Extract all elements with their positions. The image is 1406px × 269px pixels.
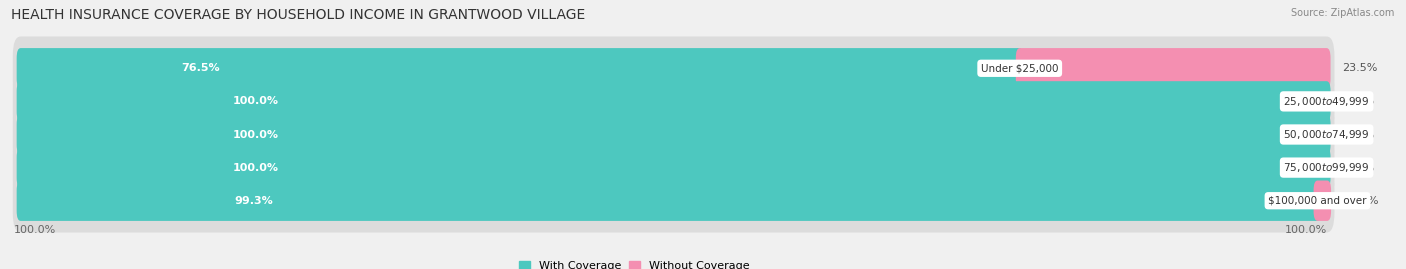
Text: 100.0%: 100.0% [232,162,278,173]
Text: 100.0%: 100.0% [232,96,278,107]
Text: Under $25,000: Under $25,000 [981,63,1059,73]
FancyBboxPatch shape [13,169,1334,232]
Text: 99.3%: 99.3% [235,196,273,206]
FancyBboxPatch shape [13,103,1334,166]
Text: $25,000 to $49,999: $25,000 to $49,999 [1284,95,1369,108]
Text: 23.5%: 23.5% [1343,63,1378,73]
Text: 76.5%: 76.5% [181,63,219,73]
Text: Source: ZipAtlas.com: Source: ZipAtlas.com [1291,8,1395,18]
Text: 100.0%: 100.0% [232,129,278,140]
FancyBboxPatch shape [17,147,1330,188]
Text: 0.74%: 0.74% [1343,196,1378,206]
Text: $50,000 to $74,999: $50,000 to $74,999 [1284,128,1369,141]
Legend: With Coverage, Without Coverage: With Coverage, Without Coverage [515,256,754,269]
Text: 0.0%: 0.0% [1346,129,1375,140]
FancyBboxPatch shape [13,70,1334,133]
Text: $75,000 to $99,999: $75,000 to $99,999 [1284,161,1369,174]
FancyBboxPatch shape [17,48,1024,89]
Text: 100.0%: 100.0% [14,225,56,235]
FancyBboxPatch shape [17,114,1330,155]
Text: HEALTH INSURANCE COVERAGE BY HOUSEHOLD INCOME IN GRANTWOOD VILLAGE: HEALTH INSURANCE COVERAGE BY HOUSEHOLD I… [11,8,585,22]
Text: 0.0%: 0.0% [1346,96,1375,107]
FancyBboxPatch shape [17,180,1322,221]
FancyBboxPatch shape [1313,180,1331,221]
FancyBboxPatch shape [13,37,1334,100]
FancyBboxPatch shape [13,136,1334,199]
FancyBboxPatch shape [17,81,1330,122]
Text: 100.0%: 100.0% [1285,225,1327,235]
FancyBboxPatch shape [1015,48,1330,89]
Text: 0.0%: 0.0% [1346,162,1375,173]
Text: $100,000 and over: $100,000 and over [1268,196,1367,206]
